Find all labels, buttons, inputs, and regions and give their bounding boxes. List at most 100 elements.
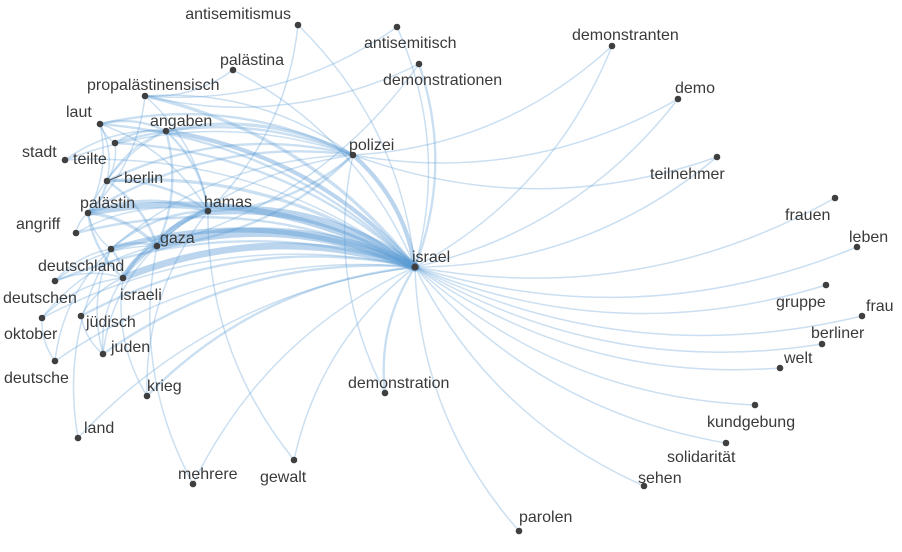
edge-hamas-angriff: [75, 206, 209, 234]
edge-polizei-demonstranten: [352, 45, 613, 156]
node-angriff: angriff: [16, 216, 80, 237]
edge-angaben-laut: [98, 119, 168, 133]
edge-israel-demo: [414, 98, 679, 268]
edge-angaben-stadt: [64, 129, 167, 161]
node-gaza: gaza: [153, 230, 195, 250]
node-frauen: frauen: [785, 194, 839, 224]
node-dot-angaben: [162, 127, 170, 135]
node-angaben: angaben: [150, 113, 212, 135]
node-label-demonstration: demonstration: [348, 375, 449, 392]
edge-hamas-laut: [99, 123, 209, 212]
node-dot-demonstration: [381, 389, 389, 397]
node-label-welt: welt: [783, 350, 813, 367]
node-dot-hamas: [204, 207, 212, 215]
edge-polizei-berlin: [105, 142, 355, 183]
edge-propalaestinensisch-demonstrationen: [144, 63, 420, 108]
edge-hamas-gewalt: [207, 210, 295, 461]
node-dot-demonstranten: [608, 42, 616, 50]
node-welt: welt: [776, 350, 813, 372]
edge-palaestin-israeli: [86, 211, 125, 280]
node-label-demo: demo: [675, 80, 715, 97]
edge-israel-deutschland: [108, 227, 418, 270]
node-dot-berliner: [818, 340, 826, 348]
edge-gaza-demonstrationen: [156, 63, 420, 247]
edge-israel-antisemitismus: [297, 24, 416, 268]
edge-propalaestinensisch-antisemitisch: [144, 26, 398, 99]
edge-israel-frau: [414, 266, 863, 337]
edge-israel-angriff: [74, 215, 417, 269]
node-label-deutschen: deutschen: [3, 290, 77, 307]
node-label-propalaestinensisch: propalästinensisch: [87, 77, 220, 94]
node-label-deutsche: deutsche: [4, 370, 69, 387]
node-gewalt: gewalt: [260, 456, 307, 486]
node-palaestina: palästina: [220, 52, 284, 74]
edge-israel-juden: [101, 264, 417, 356]
node-label-oktober: oktober: [4, 326, 58, 343]
edge-propalaestinensisch-palaestina: [144, 69, 234, 98]
edge-hamas-angaben: [164, 129, 210, 213]
node-layer: antisemitismus antisemitisch palästina demo…: [3, 6, 894, 535]
edge-polizei-demonstration: [343, 154, 386, 394]
node-hamas: hamas: [204, 194, 252, 215]
edge-hamas-gaza: [154, 208, 211, 249]
node-label-land: land: [84, 420, 114, 437]
edge-israel-polizei: [350, 152, 418, 270]
edge-hamas-israeli: [121, 209, 210, 280]
edge-israel-demonstranten: [414, 45, 613, 268]
edge-gaza-mehrere: [149, 245, 194, 485]
edge-polizei-propalaestinensisch: [144, 94, 354, 156]
node-mehrere: mehrere: [178, 466, 238, 488]
node-polizei: polizei: [349, 137, 394, 159]
node-label-antisemitisch: antisemitisch: [364, 35, 456, 52]
edge-polizei-deutschland: [110, 154, 354, 250]
node-dot-oktober: [38, 314, 46, 322]
node-stadt: stadt: [22, 144, 69, 164]
node-dot-deutsche: [51, 357, 59, 365]
edge-israel-hamas: [203, 205, 420, 272]
node-label-gruppe: gruppe: [776, 294, 826, 311]
node-label-juden: juden: [110, 339, 150, 356]
edge-gaza-palaestin: [86, 211, 159, 248]
node-oktober: oktober: [4, 314, 58, 343]
edge-israeli-juedisch: [80, 277, 124, 317]
edge-israel-oktober: [41, 253, 416, 319]
node-antisemitisch: antisemitisch: [364, 23, 456, 52]
edge-israel-gaza: [152, 227, 420, 272]
edge-hamas-berlin: [105, 179, 210, 213]
node-krieg: krieg: [143, 378, 182, 400]
edge-israel-gewalt: [293, 266, 416, 461]
edge-israel-solidaritaet: [414, 266, 727, 444]
edge-hamas-antisemitismus: [207, 24, 299, 212]
node-label-parolen: parolen: [519, 509, 572, 526]
edge-israel-parolen: [414, 266, 520, 532]
node-land: land: [74, 420, 114, 442]
node-label-gewalt: gewalt: [260, 469, 307, 486]
edge-hamas-polizei: [206, 153, 355, 213]
edge-hamas-krieg: [146, 210, 209, 397]
node-deutschland: deutschland: [38, 245, 124, 275]
edge-deutschland-deutschen: [54, 248, 112, 282]
node-demonstrationen: demonstrationen: [383, 60, 502, 89]
edge-israel-israeli: [119, 242, 419, 282]
node-dot-stadt: [61, 156, 69, 164]
edge-israeli-oktober: [41, 277, 124, 319]
leader-line-berlin: [106, 174, 123, 182]
node-label-demonstrationen: demonstrationen: [383, 72, 502, 89]
node-dot-demonstrationen: [415, 60, 423, 68]
edge-israel-palaestina: [232, 69, 416, 268]
node-dot-sehen: [640, 482, 648, 490]
node-dot-israel: [411, 263, 419, 271]
edge-gaza-israeli: [120, 243, 160, 281]
edge-gaza-angaben: [155, 129, 174, 248]
edge-israel-deutsche: [54, 263, 416, 362]
edge-israel-gruppe: [414, 266, 827, 315]
edge-polizei-laut: [98, 112, 355, 157]
node-dot-angriff: [72, 229, 80, 237]
node-dot-palaestina: [229, 66, 237, 74]
node-label-berlin: berlin: [124, 170, 163, 187]
node-dot-juedisch: [77, 312, 85, 320]
node-dot-frau: [858, 312, 866, 320]
node-label-israel: israel: [412, 249, 450, 266]
edge-gaza-juden: [102, 245, 158, 355]
node-juedisch: jüdisch: [77, 312, 136, 331]
